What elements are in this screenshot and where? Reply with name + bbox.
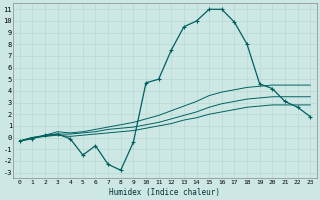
X-axis label: Humidex (Indice chaleur): Humidex (Indice chaleur) <box>109 188 220 197</box>
